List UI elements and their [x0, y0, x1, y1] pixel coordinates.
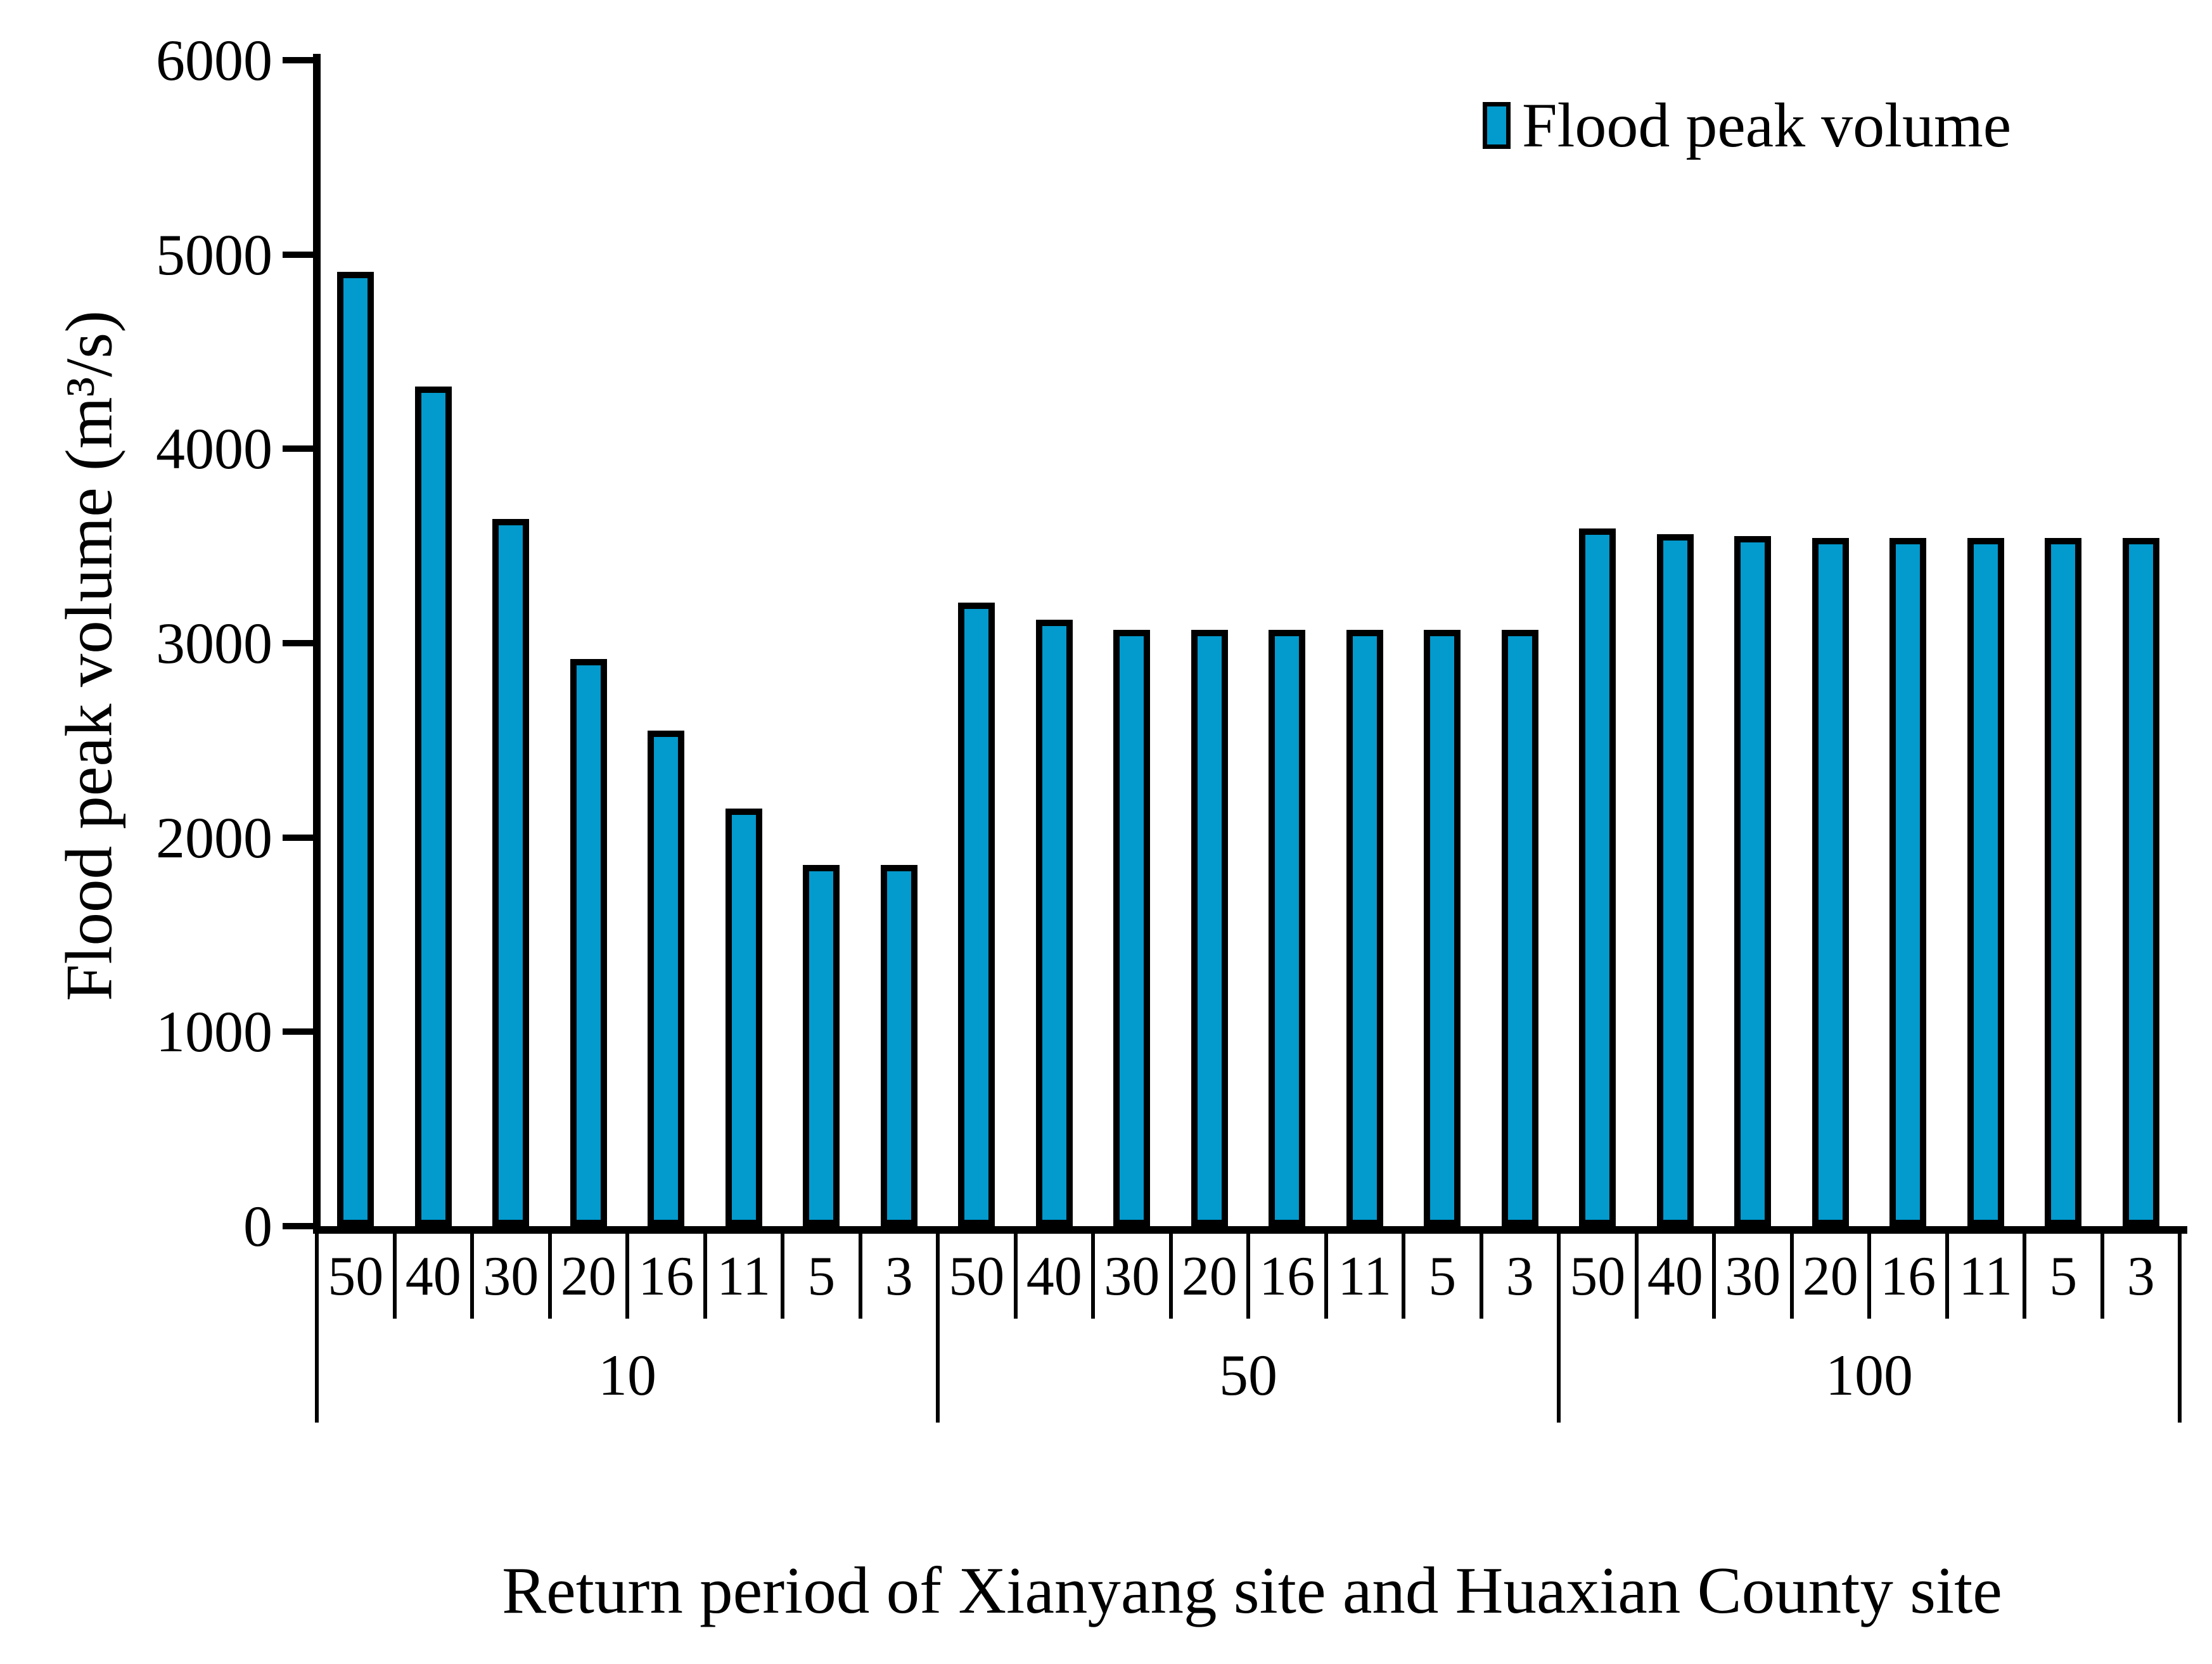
- bar-group-100-period-30: [1734, 536, 1772, 1226]
- category-separator: [1402, 1230, 1405, 1319]
- bar-group-10-period-11: [725, 808, 762, 1226]
- category-label: 40: [405, 1246, 461, 1307]
- group-label: 10: [598, 1343, 656, 1407]
- bar-group-50-period-50: [958, 602, 995, 1226]
- group-separator: [936, 1230, 940, 1423]
- bar-group-50-period-16: [1269, 629, 1306, 1226]
- bar-group-50-period-5: [1424, 629, 1461, 1226]
- category-label: 30: [1725, 1246, 1781, 1307]
- category-label: 20: [1802, 1246, 1858, 1307]
- category-label: 30: [1104, 1246, 1160, 1307]
- category-separator: [1324, 1230, 1328, 1319]
- category-label: 11: [1338, 1246, 1392, 1307]
- category-separator: [1789, 1230, 1794, 1319]
- x-axis-title: Return period of Xianyang site and Huaxi…: [502, 1553, 2002, 1627]
- category-label: 16: [1259, 1246, 1315, 1307]
- y-tick-mark: [283, 251, 313, 258]
- category-separator: [703, 1230, 707, 1319]
- legend-color-swatch: [1483, 101, 1511, 149]
- category-label: 50: [328, 1246, 384, 1307]
- y-tick-mark: [283, 640, 313, 646]
- category-label: 20: [1181, 1246, 1237, 1307]
- group-label: 50: [1219, 1343, 1277, 1407]
- legend-label: Flood peak volume: [1522, 90, 2012, 160]
- y-tick-label: 4000: [156, 416, 272, 482]
- y-tick-label: 6000: [156, 28, 272, 93]
- category-separator: [1634, 1230, 1639, 1319]
- bar-group-100-period-16: [1889, 538, 1927, 1226]
- bar-group-10-period-5: [803, 864, 840, 1226]
- y-tick-mark: [283, 445, 313, 452]
- bar-group-100-period-5: [2045, 538, 2082, 1226]
- category-label: 40: [1647, 1246, 1703, 1307]
- group-separator: [2178, 1230, 2182, 1423]
- category-separator: [470, 1230, 474, 1319]
- category-label: 11: [717, 1246, 771, 1307]
- bar-group-100-period-50: [1579, 528, 1616, 1226]
- y-tick-mark: [283, 1223, 313, 1229]
- category-separator: [1091, 1230, 1095, 1319]
- group-label: 100: [1825, 1343, 1913, 1407]
- bar-group-10-period-50: [337, 272, 374, 1226]
- category-label: 5: [2049, 1246, 2078, 1307]
- category-separator: [1168, 1230, 1173, 1319]
- y-tick-label: 1000: [156, 999, 272, 1065]
- category-separator: [781, 1230, 784, 1319]
- category-separator: [2100, 1230, 2104, 1319]
- category-separator: [1712, 1230, 1716, 1319]
- y-tick-label: 5000: [156, 222, 272, 287]
- y-tick-label: 2000: [156, 805, 272, 870]
- bar-group-10-period-20: [570, 658, 607, 1226]
- category-label: 16: [1880, 1246, 1936, 1307]
- category-label: 16: [638, 1246, 694, 1307]
- y-tick-mark: [283, 834, 313, 841]
- bar-group-50-period-40: [1035, 620, 1073, 1226]
- category-separator: [858, 1230, 862, 1319]
- bar-group-100-period-40: [1656, 534, 1694, 1226]
- bar-group-10-period-40: [414, 387, 452, 1226]
- y-tick-mark: [283, 1028, 313, 1035]
- x-axis-line: [313, 1226, 2187, 1234]
- category-label: 3: [885, 1246, 913, 1307]
- category-separator: [1867, 1230, 1871, 1319]
- bar-group-100-period-20: [1812, 538, 1849, 1226]
- category-label: 50: [1569, 1246, 1626, 1307]
- category-separator: [392, 1230, 397, 1319]
- bar-group-50-period-30: [1113, 629, 1151, 1226]
- y-tick-label: 3000: [156, 611, 272, 675]
- bar-group-100-period-11: [1967, 538, 2004, 1226]
- category-label: 11: [1959, 1246, 2013, 1307]
- y-axis-line: [313, 54, 321, 1234]
- bar-group-10-period-3: [880, 864, 917, 1226]
- category-label: 30: [483, 1246, 539, 1307]
- category-separator: [2023, 1230, 2026, 1319]
- bar-group-50-period-20: [1191, 629, 1228, 1226]
- category-label: 50: [949, 1246, 1005, 1307]
- category-label: 5: [807, 1246, 836, 1307]
- group-separator: [315, 1230, 319, 1423]
- bar-group-10-period-30: [492, 518, 530, 1226]
- bar-group-10-period-16: [648, 731, 685, 1226]
- bar-group-100-period-3: [2122, 538, 2159, 1226]
- category-separator: [1479, 1230, 1483, 1319]
- category-separator: [625, 1230, 629, 1319]
- legend: Flood peak volume: [1483, 89, 2011, 162]
- category-separator: [547, 1230, 552, 1319]
- category-separator: [1246, 1230, 1250, 1319]
- y-tick-label: 0: [243, 1194, 272, 1258]
- group-separator: [1557, 1230, 1561, 1423]
- bar-group-50-period-11: [1346, 629, 1383, 1226]
- bar-group-50-period-3: [1501, 629, 1538, 1226]
- category-separator: [1945, 1230, 1949, 1319]
- category-label: 20: [560, 1246, 617, 1307]
- category-label: 40: [1026, 1246, 1082, 1307]
- category-label: 3: [2126, 1246, 2155, 1307]
- category-label: 5: [1428, 1246, 1457, 1307]
- category-label: 3: [1506, 1246, 1534, 1307]
- y-tick-mark: [283, 57, 313, 63]
- category-separator: [1013, 1230, 1018, 1319]
